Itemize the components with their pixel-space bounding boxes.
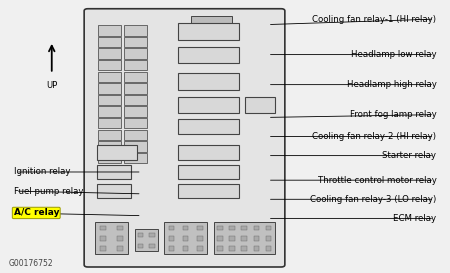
Text: Cooling fan relay-2 (HI relay): Cooling fan relay-2 (HI relay) xyxy=(312,132,436,141)
Bar xyxy=(266,225,271,230)
Bar xyxy=(135,229,158,251)
Bar xyxy=(164,222,207,254)
Bar xyxy=(245,97,274,113)
Bar xyxy=(169,225,174,230)
Bar xyxy=(98,83,122,94)
Bar xyxy=(229,225,235,230)
Bar xyxy=(149,244,155,248)
Bar xyxy=(197,225,202,230)
Bar xyxy=(169,247,174,251)
Text: Starter relay: Starter relay xyxy=(382,151,436,160)
Bar xyxy=(169,236,174,241)
Bar xyxy=(124,83,147,94)
Bar xyxy=(124,106,147,117)
Bar xyxy=(197,247,202,251)
Bar xyxy=(178,97,238,113)
Bar xyxy=(191,16,232,29)
FancyBboxPatch shape xyxy=(84,9,285,267)
Text: Throttle control motor relay: Throttle control motor relay xyxy=(318,176,436,185)
Bar xyxy=(124,25,147,35)
Bar xyxy=(178,165,238,179)
Text: Cooling fan relay-3 (LO relay): Cooling fan relay-3 (LO relay) xyxy=(310,195,436,204)
Bar xyxy=(98,95,122,105)
Bar xyxy=(241,247,247,251)
Bar xyxy=(178,47,238,63)
Bar xyxy=(178,184,238,198)
Bar xyxy=(241,236,247,241)
Bar xyxy=(98,48,122,59)
Text: Headlamp low relay: Headlamp low relay xyxy=(351,50,436,59)
Bar xyxy=(217,225,222,230)
Bar xyxy=(138,233,144,237)
Bar xyxy=(94,222,128,254)
Bar xyxy=(98,129,122,140)
Bar xyxy=(178,145,238,160)
Bar xyxy=(197,236,202,241)
Bar xyxy=(124,95,147,105)
Bar xyxy=(98,118,122,128)
Text: G00176752: G00176752 xyxy=(9,259,54,268)
Bar xyxy=(98,37,122,47)
Bar xyxy=(138,244,144,248)
Bar xyxy=(97,165,130,179)
Bar xyxy=(98,106,122,117)
Bar xyxy=(254,236,259,241)
Text: Ignition relay: Ignition relay xyxy=(14,168,70,176)
Bar xyxy=(178,119,238,134)
Text: Headlamp high relay: Headlamp high relay xyxy=(346,80,436,89)
Bar xyxy=(254,225,259,230)
Bar xyxy=(183,225,188,230)
Bar xyxy=(100,225,106,230)
Bar xyxy=(117,225,122,230)
Bar xyxy=(149,233,155,237)
Bar xyxy=(97,184,130,198)
Bar xyxy=(124,60,147,70)
Bar xyxy=(124,72,147,82)
Bar xyxy=(124,129,147,140)
Bar xyxy=(124,48,147,59)
Bar xyxy=(98,72,122,82)
Text: ECM relay: ECM relay xyxy=(393,214,436,223)
Bar xyxy=(117,236,122,241)
Bar xyxy=(178,73,238,90)
Bar xyxy=(124,118,147,128)
Bar xyxy=(97,145,137,160)
Text: Fuel pump relay: Fuel pump relay xyxy=(14,187,83,195)
Bar xyxy=(98,141,122,152)
Bar xyxy=(117,247,122,251)
Bar xyxy=(183,247,188,251)
Bar xyxy=(100,236,106,241)
Bar xyxy=(124,153,147,163)
Text: Front fog lamp relay: Front fog lamp relay xyxy=(350,110,436,119)
Bar xyxy=(229,236,235,241)
Bar xyxy=(217,247,222,251)
Bar xyxy=(254,247,259,251)
Text: Cooling fan relay-1 (HI relay): Cooling fan relay-1 (HI relay) xyxy=(312,15,436,23)
Bar xyxy=(217,236,222,241)
Text: UP: UP xyxy=(46,81,58,90)
Text: A/C relay: A/C relay xyxy=(14,209,59,217)
Bar xyxy=(214,222,274,254)
Bar xyxy=(124,37,147,47)
Bar xyxy=(178,23,238,40)
Bar xyxy=(98,60,122,70)
Bar xyxy=(98,153,122,163)
Bar xyxy=(124,141,147,152)
Bar xyxy=(183,236,188,241)
Bar xyxy=(229,247,235,251)
Bar xyxy=(98,25,122,35)
Bar xyxy=(100,247,106,251)
Bar xyxy=(266,247,271,251)
Bar xyxy=(266,236,271,241)
Bar xyxy=(241,225,247,230)
